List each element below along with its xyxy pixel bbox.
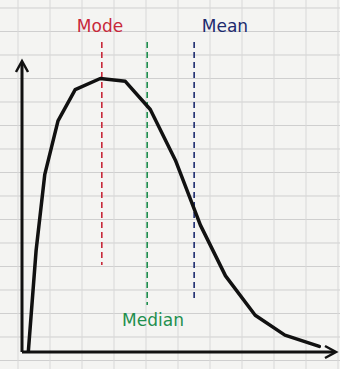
paper-bg (0, 0, 340, 369)
paper-line (0, 266, 340, 267)
paper-line (0, 31, 340, 32)
axes (16, 61, 336, 358)
chart-root: Mode Median Mean (0, 0, 340, 369)
annotation-label: Mode (77, 16, 123, 36)
paper-line (274, 0, 275, 369)
paper-line (242, 0, 243, 369)
paper-line (210, 0, 211, 369)
annotation-label: Median (122, 310, 184, 330)
paper-line (0, 102, 340, 103)
paper-line (0, 360, 340, 361)
annotation-line (193, 42, 195, 300)
paper-line (50, 0, 51, 369)
paper-line (0, 196, 340, 197)
paper-line (82, 0, 83, 369)
paper-line (0, 8, 340, 9)
paper-line (0, 55, 340, 56)
paper-line (306, 0, 307, 369)
y-axis-arrow (16, 61, 28, 72)
paper-line (0, 243, 340, 244)
paper-line (0, 172, 340, 173)
annotation-label: Mean (202, 16, 248, 36)
paper-line (0, 219, 340, 220)
paper-line (338, 0, 339, 369)
annotation-line (146, 42, 148, 305)
paper-line (0, 290, 340, 291)
chart: Mode Median Mean (0, 0, 340, 369)
paper-line (0, 78, 340, 79)
plot-area (28, 79, 319, 353)
y-axis (21, 62, 24, 352)
annotation-line (101, 42, 103, 265)
paper-line (0, 125, 340, 126)
x-axis (22, 351, 335, 354)
curve (28, 79, 319, 353)
paper (0, 0, 340, 369)
paper-line (18, 0, 19, 369)
paper-line (114, 0, 115, 369)
x-axis-arrow (325, 346, 336, 358)
